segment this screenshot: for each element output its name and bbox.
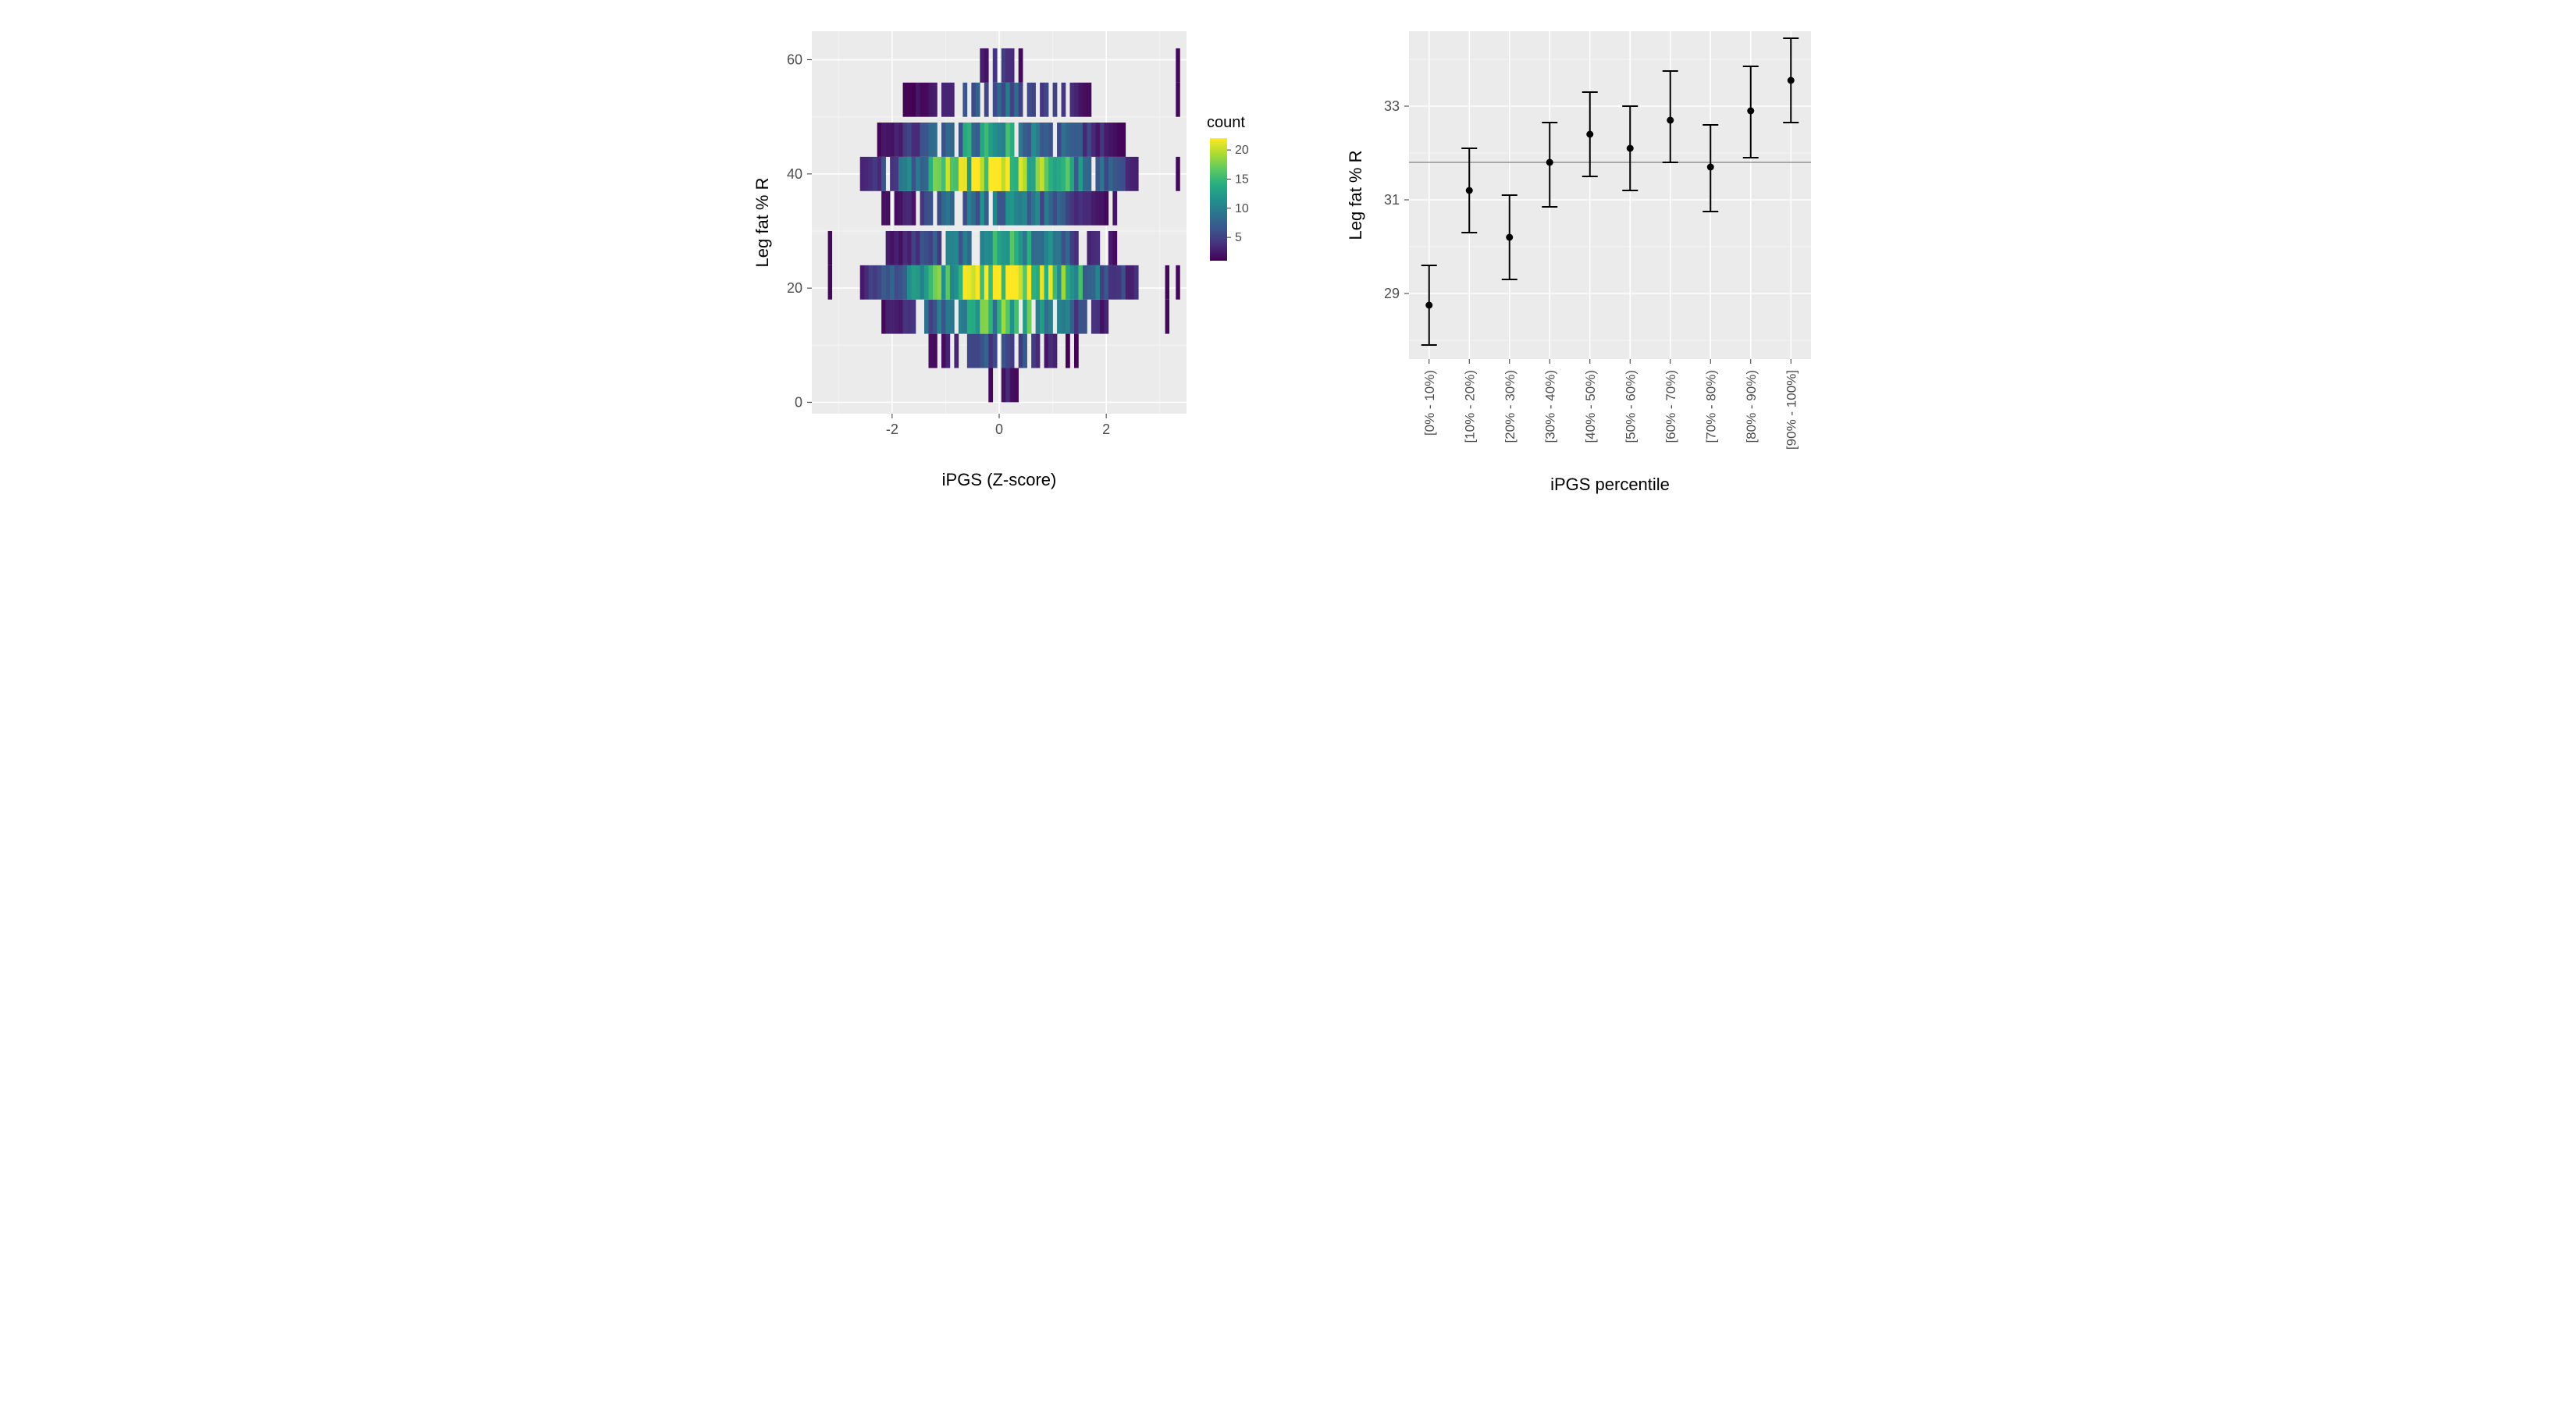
legend-tick-label: 10 <box>1235 202 1249 215</box>
data-point <box>1586 131 1593 138</box>
x-tick-label: [60% - 70%) <box>1663 370 1678 443</box>
data-point <box>1546 159 1553 166</box>
x-tick-label: 0 <box>995 422 1003 437</box>
heatmap-chart: -2020204060iPGS (Z-score)Leg fat % Rcoun… <box>749 16 1311 500</box>
x-tick-label: [30% - 40%) <box>1542 370 1557 443</box>
y-tick-label: 20 <box>787 280 802 296</box>
data-point <box>1425 302 1432 309</box>
x-axis-title: iPGS (Z-score) <box>942 470 1057 489</box>
y-tick-label: 31 <box>1384 192 1400 208</box>
data-point <box>1667 117 1674 124</box>
data-point <box>1466 187 1473 194</box>
data-point <box>1707 164 1714 171</box>
right-panel: 29 31 33 [0% - 10%) [10% - 20%) [20% - 30%) [3… <box>1343 16 1827 500</box>
legend-tick-label: 20 <box>1235 144 1249 157</box>
data-point <box>1788 77 1795 84</box>
data-point <box>1747 108 1754 115</box>
x-tick-label: -2 <box>886 422 898 437</box>
legend-tick-label: 15 <box>1235 173 1249 186</box>
legend-title: count <box>1207 114 1245 131</box>
x-tick-label: [90% - 100%] <box>1784 370 1799 450</box>
colorbar <box>1210 138 1227 261</box>
x-tick-label: [10% - 20%) <box>1462 370 1477 443</box>
data-point <box>1627 145 1634 152</box>
x-tick-label: [0% - 10%) <box>1422 370 1437 436</box>
legend-tick-label: 5 <box>1235 231 1242 244</box>
y-tick-label: 33 <box>1384 98 1400 114</box>
y-axis-title: Leg fat % R <box>1346 151 1365 240</box>
y-tick-label: 0 <box>795 394 802 410</box>
x-axis-title: iPGS percentile <box>1550 475 1670 494</box>
x-tick-label: 2 <box>1102 422 1110 437</box>
x-tick-label: [80% - 90%) <box>1744 370 1759 443</box>
y-axis-title: Leg fat % R <box>753 178 772 268</box>
y-tick-label: 40 <box>787 166 802 182</box>
left-panel: -2020204060iPGS (Z-score)Leg fat % Rcoun… <box>749 16 1311 500</box>
x-tick-label: [40% - 50%) <box>1583 370 1598 443</box>
errorbar-chart: 29 31 33 [0% - 10%) [10% - 20%) [20% - 30%) [3… <box>1343 16 1827 500</box>
x-tick-label: [50% - 60%) <box>1623 370 1638 443</box>
y-tick-label: 60 <box>787 52 802 68</box>
x-tick-label: [70% - 80%) <box>1703 370 1718 443</box>
data-point <box>1506 234 1513 241</box>
x-tick-label: [20% - 30%) <box>1503 370 1517 443</box>
y-tick-label: 29 <box>1384 286 1400 301</box>
